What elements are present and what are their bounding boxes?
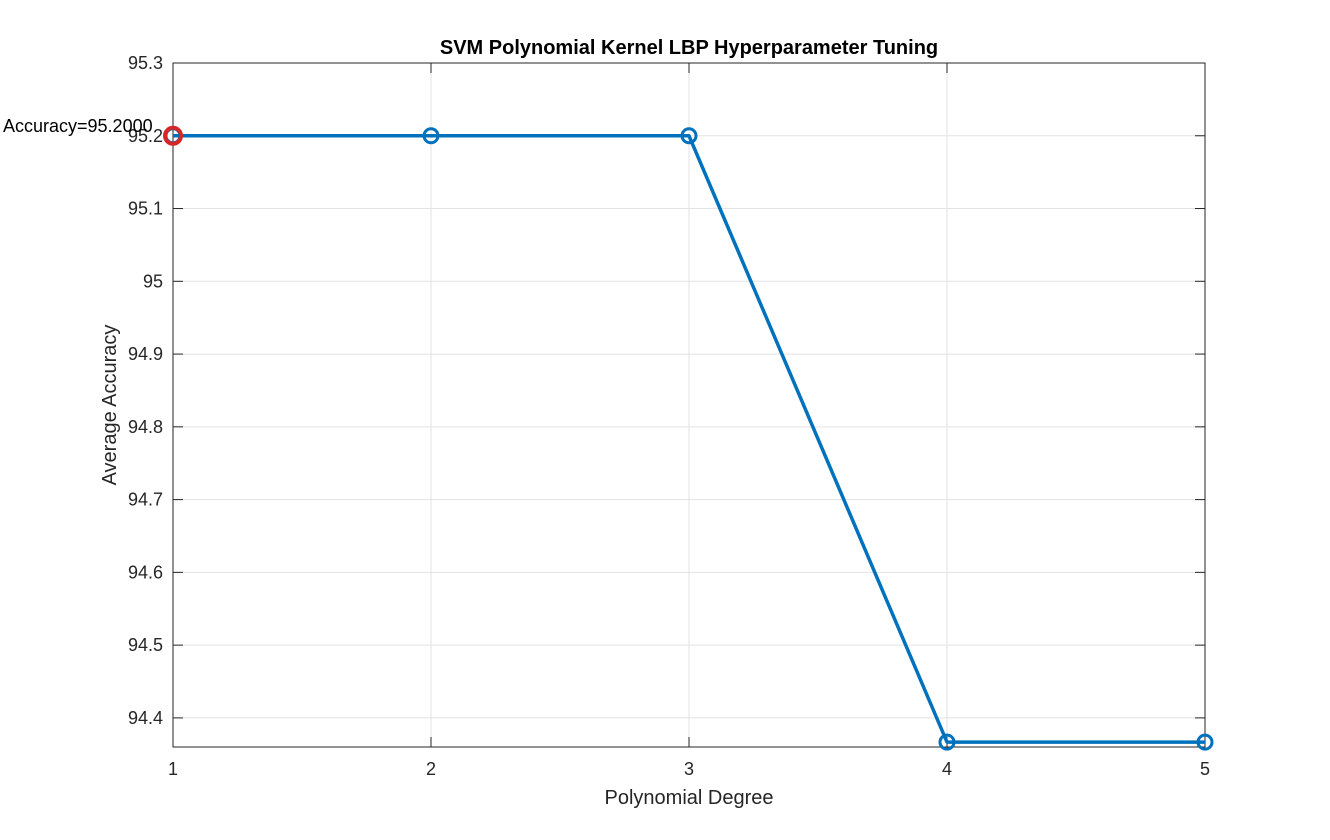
y-tick-label: 94.8 <box>128 417 163 437</box>
data-point-marker <box>422 127 440 145</box>
x-tick-label: 1 <box>168 759 178 779</box>
x-tick-label: 4 <box>942 759 952 779</box>
x-tick-label: 2 <box>426 759 436 779</box>
x-tick-label: 5 <box>1200 759 1210 779</box>
y-axis-title: Average Accuracy <box>99 325 121 486</box>
best-point-annotation: Accuracy=95.2000 <box>3 116 153 136</box>
axis-ticks: 1 2 3 4 5 94.4 94.5 94.6 94.7 94.8 94.9 95 95.1 95.2 9… <box>128 53 1210 779</box>
y-tick-label: 94.6 <box>128 562 163 582</box>
y-tick-label: 94.4 <box>128 708 163 728</box>
data-point-marker <box>680 127 698 145</box>
grid <box>172 62 1206 747</box>
best-point-marker <box>163 125 183 146</box>
chart-title: SVM Polynomial Kernel LBP Hyperparameter… <box>440 37 938 59</box>
y-tick-label: 95.3 <box>128 53 163 73</box>
x-tick-label: 3 <box>684 759 694 779</box>
data-point-marker <box>1196 733 1214 751</box>
y-tick-label: 94.9 <box>128 344 163 364</box>
x-axis-title: Polynomial Degree <box>605 787 774 809</box>
series-line <box>173 134 1205 744</box>
y-tick-label: 94.7 <box>128 490 163 510</box>
y-tick-label: 95.2 <box>128 126 163 146</box>
y-tick-label: 95.1 <box>128 199 163 219</box>
y-tick-label: 95 <box>143 271 163 291</box>
highlight: Accuracy=95.2000 <box>3 116 183 146</box>
data-point-marker <box>938 733 956 751</box>
y-tick-label: 94.5 <box>128 635 163 655</box>
